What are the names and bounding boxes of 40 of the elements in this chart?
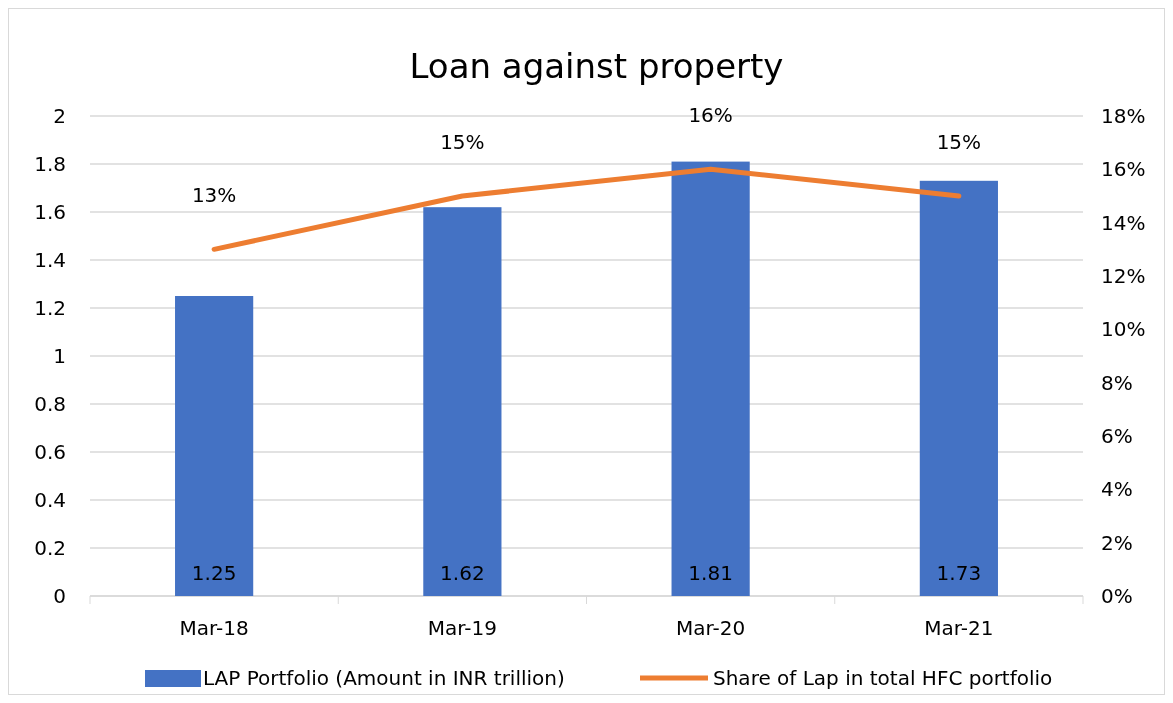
bar	[919, 180, 998, 596]
bar	[423, 207, 502, 596]
data-label: 1.73	[936, 561, 982, 585]
data-label: 13%	[191, 183, 237, 208]
x-tick-label: Mar-20	[676, 616, 746, 640]
legend-label: Share of Lap in total HFC portfolio	[713, 666, 1053, 690]
y-tick-label: 0	[53, 584, 66, 608]
data-label: 1.25	[191, 561, 237, 585]
chart-title: Loan against property	[409, 46, 784, 86]
y-tick-label: 0.2	[34, 536, 66, 560]
y2-tick-label: 6%	[1101, 424, 1133, 448]
y-tick-label: 1.4	[34, 248, 66, 272]
y-tick-label: 1.8	[34, 152, 66, 176]
y2-tick-label: 10%	[1101, 317, 1146, 342]
data-label: 1.62	[440, 561, 485, 585]
y2-tick-label: 16%	[1101, 157, 1146, 182]
y-tick-label: 1	[53, 344, 66, 368]
y2-tick-label: 2%	[1101, 530, 1133, 555]
x-tick-label: Mar-19	[427, 616, 497, 640]
y2-tick-label: 12%	[1101, 264, 1146, 288]
x-tick-label: Mar-21	[924, 616, 994, 640]
y2-tick-label: 18%	[1101, 104, 1146, 128]
y2-tick-label: 4%	[1101, 477, 1133, 502]
bar	[175, 296, 254, 596]
data-label: 1.81	[688, 561, 733, 585]
y-tick-label: 0.4	[34, 488, 66, 512]
y-tick-label: 0.6	[34, 440, 66, 464]
y-tick-label: 1.6	[34, 200, 66, 224]
data-label: 15%	[936, 130, 982, 154]
y-tick-label: 0.8	[34, 392, 66, 416]
bar	[671, 161, 750, 596]
data-label: 15%	[440, 130, 485, 154]
y-tick-label: 1.2	[34, 296, 66, 320]
data-label: 16%	[688, 103, 733, 128]
y-tick-label: 2	[53, 104, 66, 128]
legend-label: LAP Portfolio (Amount in INR trillion)	[203, 666, 565, 690]
y2-tick-label: 0%	[1101, 584, 1133, 608]
x-tick-label: Mar-18	[179, 616, 249, 640]
y2-tick-label: 14%	[1101, 210, 1146, 235]
y2-tick-label: 8%	[1101, 370, 1133, 395]
